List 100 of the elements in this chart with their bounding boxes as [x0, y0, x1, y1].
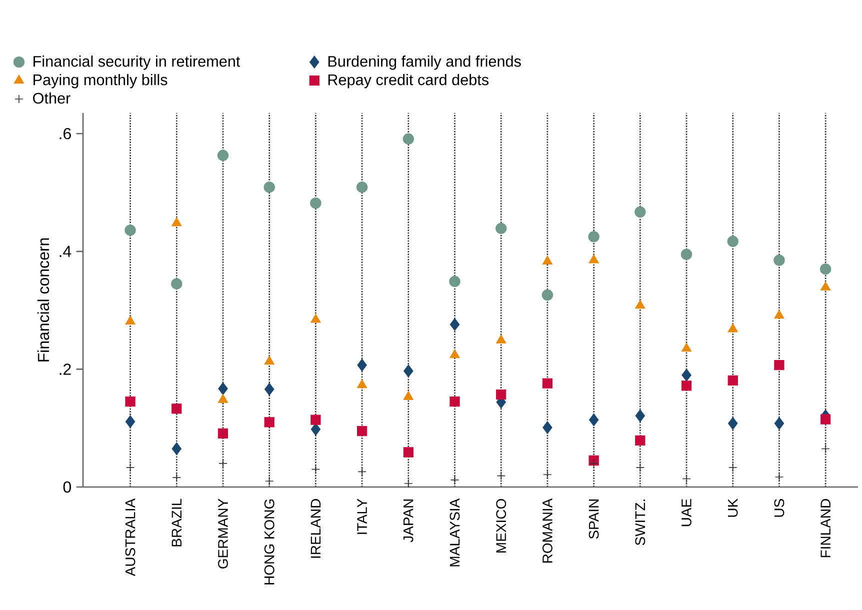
- point: [218, 428, 228, 438]
- point: [124, 224, 136, 236]
- point: [125, 415, 136, 428]
- point: [126, 463, 135, 472]
- legend-label: Repay credit card debts: [328, 74, 489, 88]
- point: [218, 394, 228, 403]
- point: [635, 300, 646, 309]
- point: [404, 479, 413, 488]
- point: [588, 254, 599, 264]
- x-tick-label: SPAIN: [588, 500, 599, 539]
- point: [542, 256, 553, 264]
- point: [172, 473, 182, 482]
- point: [634, 206, 646, 218]
- point: [357, 358, 367, 372]
- point: [356, 426, 368, 436]
- legend-label: Burdening family and friends: [328, 56, 521, 70]
- point: [264, 356, 274, 365]
- point: [172, 217, 182, 226]
- point: [125, 316, 136, 325]
- point: [310, 414, 321, 425]
- x-tick-label: US: [774, 499, 784, 517]
- y-tick-label: .6: [60, 128, 71, 140]
- legend-label: Financial security in retirement: [34, 56, 240, 70]
- x-tick-label: HONG KONG: [264, 499, 274, 584]
- point: [356, 182, 368, 193]
- point: [821, 444, 830, 454]
- point: [450, 396, 460, 407]
- point: [774, 416, 784, 430]
- point: [589, 459, 598, 468]
- x-tick-label: ROMANIA: [542, 498, 552, 563]
- point: [264, 382, 274, 396]
- legend-label: Other: [33, 92, 70, 104]
- x-tick-label: MEXICO: [496, 499, 506, 552]
- point: [310, 198, 322, 209]
- point: [310, 314, 321, 323]
- point: [774, 472, 784, 482]
- point: [820, 263, 832, 275]
- point: [402, 133, 414, 145]
- point: [774, 310, 784, 319]
- point: [264, 417, 274, 428]
- point: [264, 476, 274, 486]
- x-tick-label: UK: [728, 498, 738, 517]
- point: [310, 422, 321, 436]
- point: [820, 414, 831, 424]
- x-tick-label: IRELAND: [310, 499, 321, 558]
- point: [404, 364, 414, 378]
- x-tick-label: SWITZ.: [635, 500, 646, 546]
- point: [171, 278, 182, 290]
- point: [635, 409, 646, 422]
- point: [449, 276, 460, 288]
- point: [496, 389, 506, 400]
- point: [311, 464, 320, 474]
- point: [172, 404, 182, 414]
- x-tick-label: BRAZIL: [172, 498, 182, 546]
- point: [542, 378, 553, 388]
- point: [218, 382, 228, 396]
- point: [125, 396, 136, 407]
- point: [450, 476, 460, 484]
- point: [728, 463, 738, 472]
- point: [774, 360, 784, 370]
- point: [588, 231, 600, 242]
- point: [682, 474, 691, 484]
- point: [636, 463, 645, 472]
- x-tick-label: ITALY: [357, 498, 367, 534]
- x-tick-label: UAE: [682, 499, 692, 526]
- x-tick-label: MALAYSIA: [450, 498, 460, 566]
- point: [774, 254, 785, 266]
- point: [264, 182, 275, 193]
- y-tick-label: 0: [63, 481, 72, 493]
- point: [542, 421, 552, 434]
- point: [820, 281, 831, 290]
- point: [635, 435, 646, 446]
- point: [403, 391, 414, 400]
- point: [496, 334, 506, 344]
- y-tick-label: .2: [60, 364, 71, 375]
- point: [682, 368, 692, 382]
- x-tick-label: GERMANY: [218, 498, 228, 568]
- point: [356, 379, 368, 388]
- point: [728, 375, 738, 386]
- point: [542, 289, 554, 301]
- y-tick-label: .4: [60, 246, 72, 257]
- x-tick-label: FINLAND: [820, 499, 830, 558]
- point: [680, 248, 692, 260]
- y-axis-title: Financial concern: [37, 238, 50, 362]
- point: [728, 323, 738, 332]
- point: [495, 222, 507, 234]
- legend-label: Paying monthly bills: [34, 74, 168, 88]
- point: [496, 471, 506, 480]
- point: [727, 236, 738, 247]
- point: [217, 150, 229, 162]
- point: [172, 442, 182, 456]
- point: [450, 318, 460, 331]
- point: [588, 413, 599, 426]
- point: [681, 342, 692, 352]
- x-tick-label: JAPAN: [404, 500, 414, 542]
- point: [218, 459, 228, 468]
- point: [681, 380, 692, 391]
- point: [728, 416, 738, 430]
- point: [403, 447, 414, 458]
- x-tick-label: AUSTRALIA: [125, 498, 136, 576]
